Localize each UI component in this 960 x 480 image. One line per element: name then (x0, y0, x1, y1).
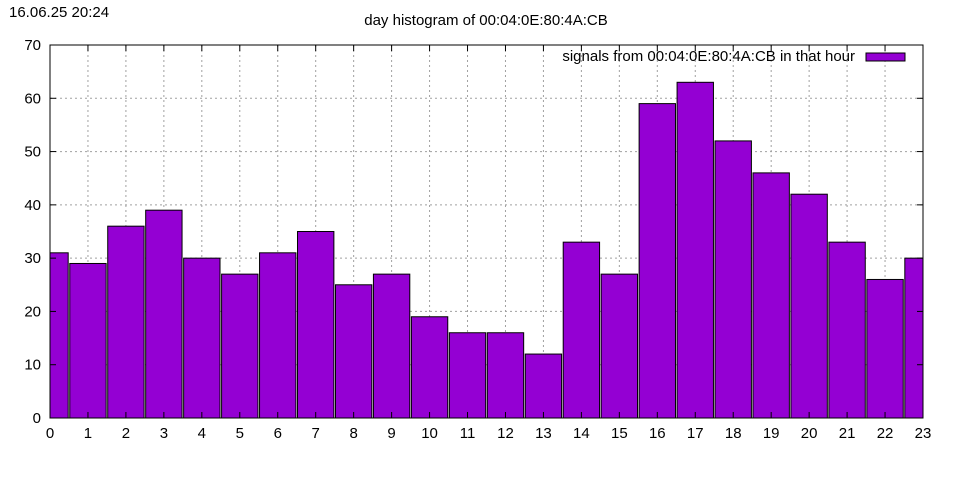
y-tick-label: 0 (33, 410, 41, 427)
bar-hour-7 (297, 231, 335, 419)
bar-hour-18 (714, 140, 752, 419)
x-tick-label: 7 (312, 425, 320, 442)
y-tick-label: 70 (24, 37, 41, 54)
x-tick-label: 8 (349, 425, 357, 442)
x-tick-label: 17 (687, 425, 704, 442)
bar-hour-3 (145, 209, 183, 419)
bar-hour-22 (866, 278, 904, 419)
x-tick-label: 23 (915, 425, 932, 442)
legend-swatch (865, 52, 906, 62)
bar-hour-19 (752, 172, 790, 419)
bar-hour-10 (410, 316, 449, 419)
x-tick-label: 1 (84, 425, 92, 442)
x-tick-label: 3 (160, 425, 168, 442)
y-tick-label: 20 (24, 303, 41, 320)
bar-hour-2 (107, 225, 145, 419)
bar-hour-0 (49, 252, 69, 419)
x-tick-label: 22 (877, 425, 894, 442)
timestamp: 16.06.25 20:24 (9, 4, 110, 21)
x-tick-label: 14 (573, 425, 590, 442)
x-tick-label: 13 (535, 425, 552, 442)
y-tick-label: 30 (24, 250, 41, 267)
chart-title: day histogram of 00:04:0E:80:4A:CB (364, 12, 608, 29)
bar-hour-16 (638, 103, 676, 419)
legend: signals from 00:04:0E:80:4A:CB in that h… (562, 48, 906, 65)
y-tick-label: 60 (24, 90, 41, 107)
bar-hour-15 (600, 273, 639, 419)
x-tick-label: 12 (497, 425, 514, 442)
bar-hour-8 (334, 284, 373, 419)
x-tick-label: 2 (122, 425, 130, 442)
bar-hour-1 (69, 262, 107, 419)
x-tick-label: 4 (198, 425, 206, 442)
bar-hour-4 (183, 257, 221, 419)
y-tick-label: 40 (24, 197, 41, 214)
bar-hour-12 (486, 332, 525, 419)
y-tick-label: 50 (24, 144, 41, 161)
x-tick-label: 15 (611, 425, 628, 442)
x-tick-label: 20 (801, 425, 818, 442)
x-tick-label: 11 (460, 425, 476, 442)
x-tick-label: 19 (763, 425, 780, 442)
bar-hour-6 (259, 252, 297, 419)
x-tick-label: 16 (649, 425, 666, 442)
bar-hour-20 (790, 193, 828, 419)
bar-hour-23 (904, 257, 924, 419)
bar-hour-21 (828, 241, 866, 419)
legend-label: signals from 00:04:0E:80:4A:CB in that h… (562, 48, 855, 65)
y-tick-label: 10 (24, 357, 41, 374)
x-tick-label: 10 (421, 425, 438, 442)
bars (49, 81, 924, 419)
bar-hour-17 (676, 81, 714, 419)
x-tick-label: 6 (274, 425, 282, 442)
x-tick-label: 5 (236, 425, 244, 442)
x-tick-label: 0 (46, 425, 54, 442)
bar-hour-5 (221, 273, 259, 419)
bar-hour-9 (372, 273, 411, 419)
bar-hour-13 (524, 353, 563, 419)
x-tick-label: 21 (839, 425, 856, 442)
plot-border (49, 44, 924, 419)
x-tick-label: 18 (725, 425, 742, 442)
bar-hour-14 (562, 241, 601, 419)
bar-hour-11 (448, 332, 487, 419)
x-tick-label: 9 (387, 425, 395, 442)
